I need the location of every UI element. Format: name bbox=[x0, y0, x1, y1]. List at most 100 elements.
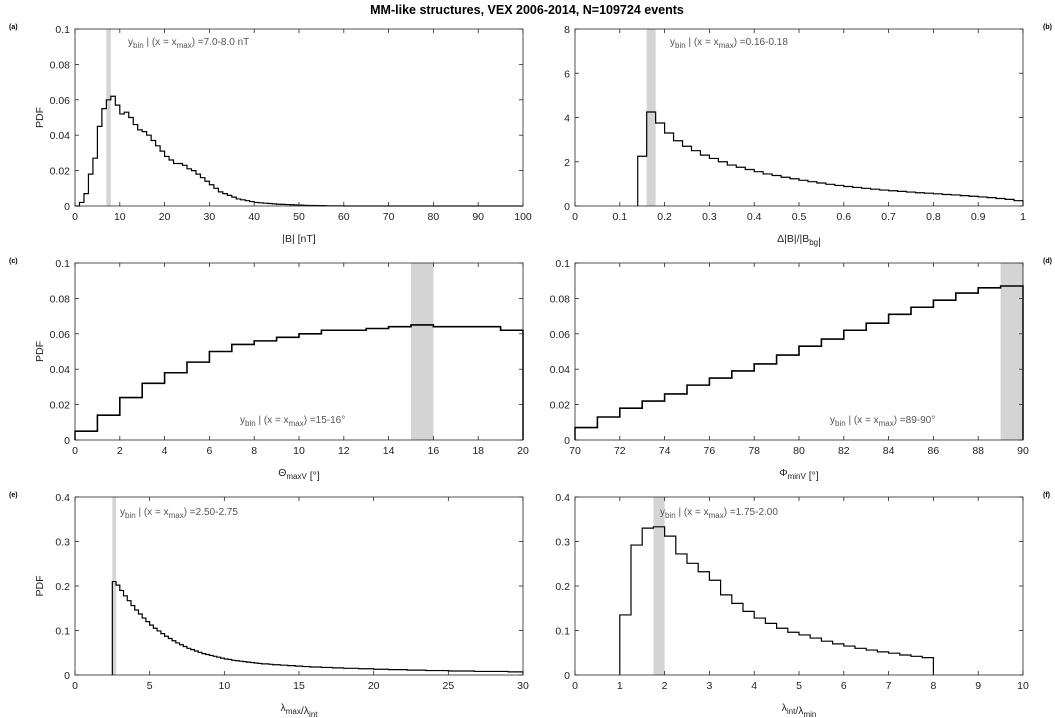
x-axis-label: λint/λmin bbox=[782, 702, 817, 718]
histogram-series bbox=[637, 111, 1024, 206]
panel-f: 0 1 2 3 4 5 6 7 8 9 10 0 0.1 0.2 0.3 0.4 λint/λmin ybin |… bbox=[555, 492, 1050, 718]
histogram-series bbox=[75, 95, 523, 207]
histogram-series bbox=[619, 526, 934, 675]
x-tick-label: 10 bbox=[114, 211, 126, 223]
x-tick-label: 1 bbox=[1020, 211, 1026, 223]
x-tick-label: 88 bbox=[972, 445, 984, 457]
x-tick-label: 14 bbox=[383, 445, 395, 457]
x-tick-label: 2 bbox=[662, 680, 668, 692]
x-tick-label: 80 bbox=[428, 211, 440, 223]
y-tick-label: 0.3 bbox=[555, 537, 570, 549]
x-tick-label: 0 bbox=[572, 211, 578, 223]
x-tick-label: 6 bbox=[841, 680, 847, 692]
x-tick-label: 2 bbox=[117, 445, 123, 457]
x-tick-label: 0.9 bbox=[971, 211, 986, 223]
panel-e: 0 5 10 15 20 25 30 0 0.1 0.2 0.3 0.4 λmax/λint PDF ybi… bbox=[9, 492, 529, 718]
panel-label: (c) bbox=[9, 258, 18, 265]
x-tick-label: 0 bbox=[72, 211, 78, 223]
y-tick-label: 0.3 bbox=[55, 537, 70, 549]
x-tick-label: 9 bbox=[975, 680, 981, 692]
y-tick-label: 0 bbox=[564, 435, 570, 447]
y-tick-label: 0.2 bbox=[55, 581, 70, 593]
y-tick-label: 0.04 bbox=[50, 130, 71, 142]
axes-frame bbox=[74, 28, 524, 207]
x-tick-label: 8 bbox=[930, 680, 936, 692]
x-tick-label: 4 bbox=[162, 445, 168, 457]
y-tick-label: 0 bbox=[564, 670, 570, 682]
y-tick-label: 0.04 bbox=[50, 364, 71, 376]
x-tick-label: 6 bbox=[206, 445, 212, 457]
x-axis-label: |B| [nT] bbox=[282, 233, 316, 245]
x-tick-label: 16 bbox=[428, 445, 440, 457]
panel-label: (b) bbox=[1043, 24, 1052, 31]
x-tick-label: 20 bbox=[517, 445, 529, 457]
x-tick-label: 70 bbox=[569, 445, 581, 457]
y-tick-label: 0 bbox=[564, 201, 570, 213]
y-tick-label: 0.04 bbox=[550, 364, 571, 376]
y-tick-label: 0.1 bbox=[55, 626, 70, 638]
y-tick-label: 4 bbox=[564, 113, 570, 125]
y-tick-label: 0.4 bbox=[55, 492, 70, 504]
x-tick-label: 0.1 bbox=[612, 211, 627, 223]
x-tick-label: 30 bbox=[204, 211, 216, 223]
x-tick-label: 74 bbox=[659, 445, 671, 457]
x-tick-label: 82 bbox=[838, 445, 850, 457]
x-tick-label: 0 bbox=[572, 680, 578, 692]
axes-frame bbox=[74, 262, 524, 441]
highlight-band bbox=[106, 29, 111, 206]
y-tick-label: 2 bbox=[564, 157, 570, 169]
highlight-band bbox=[411, 263, 434, 440]
x-tick-label: 20 bbox=[368, 680, 380, 692]
x-tick-label: 10 bbox=[218, 680, 230, 692]
mode-annotation: ybin | (x = xmax) =7.0-8.0 nT bbox=[128, 37, 249, 50]
x-tick-label: 1 bbox=[617, 680, 623, 692]
x-tick-label: 100 bbox=[514, 211, 532, 223]
y-tick-label: 0.02 bbox=[550, 400, 571, 412]
y-tick-label: 6 bbox=[564, 68, 570, 80]
panel-c: 0 2 4 6 8 10 12 14 16 18 20 0 0.02 0.04 0.06 0.08 0.1 Θma… bbox=[9, 258, 529, 482]
y-tick-label: 0.06 bbox=[550, 329, 571, 341]
x-tick-label: 0.5 bbox=[792, 211, 807, 223]
y-tick-label: 0.08 bbox=[50, 59, 71, 71]
x-tick-label: 0 bbox=[72, 680, 78, 692]
panel-label: (f) bbox=[1043, 492, 1050, 499]
y-tick-label: 0.1 bbox=[555, 626, 570, 638]
y-tick-label: 0.02 bbox=[50, 166, 71, 178]
histogram-series bbox=[74, 324, 524, 440]
y-tick-label: 0 bbox=[64, 201, 70, 213]
panel-label: (a) bbox=[9, 24, 18, 31]
x-tick-label: 72 bbox=[614, 445, 626, 457]
histogram-series bbox=[574, 285, 1024, 440]
mode-annotation: ybin | (x = xmax) =0.16-0.18 bbox=[670, 37, 788, 50]
y-tick-label: 8 bbox=[564, 24, 570, 36]
panel-label: (d) bbox=[1043, 258, 1052, 265]
x-tick-label: 25 bbox=[442, 680, 454, 692]
y-axis-label: PDF bbox=[34, 576, 46, 597]
y-axis-label: PDF bbox=[34, 341, 46, 362]
x-tick-label: 0.4 bbox=[747, 211, 762, 223]
x-tick-label: 15 bbox=[293, 680, 305, 692]
x-tick-label: 0.8 bbox=[926, 211, 941, 223]
panel-d: 70 72 74 76 78 80 82 84 86 88 90 0 0.02 0.04 0.06 0.08 0… bbox=[550, 258, 1052, 482]
x-tick-label: 20 bbox=[159, 211, 171, 223]
highlight-band bbox=[1000, 263, 1023, 440]
x-tick-label: 80 bbox=[793, 445, 805, 457]
x-tick-label: 0.6 bbox=[836, 211, 851, 223]
y-tick-label: 0.2 bbox=[555, 581, 570, 593]
x-tick-label: 3 bbox=[706, 680, 712, 692]
y-tick-label: 0.08 bbox=[50, 293, 71, 305]
highlight-band bbox=[646, 29, 656, 206]
x-tick-label: 7 bbox=[886, 680, 892, 692]
x-axis-label: ΘmaxV [°] bbox=[278, 467, 320, 482]
highlight-band bbox=[653, 497, 665, 675]
x-tick-label: 10 bbox=[1017, 680, 1029, 692]
mode-annotation: ybin | (x = xmax) =89-90° bbox=[830, 415, 935, 428]
x-tick-label: 90 bbox=[1017, 445, 1029, 457]
x-tick-label: 78 bbox=[748, 445, 760, 457]
x-tick-label: 70 bbox=[383, 211, 395, 223]
y-tick-label: 0 bbox=[64, 670, 70, 682]
panel-label: (e) bbox=[9, 492, 18, 499]
panel-a: 0 10 20 30 40 50 60 70 80 90 100 0 0.02 0.04 0.06 0.08 0… bbox=[9, 24, 532, 245]
x-tick-label: 30 bbox=[517, 680, 529, 692]
